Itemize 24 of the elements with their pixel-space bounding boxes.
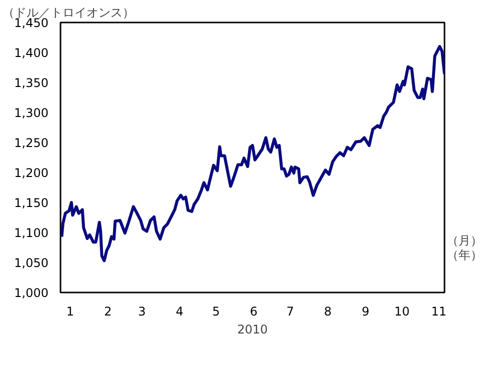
x-tick-label: 2 [104,304,112,318]
x-tick-label: 5 [212,304,220,318]
y-tick-label: 1,150 [14,196,49,210]
x-axis-title: 2010 [237,322,268,336]
y-tick-label: 1,400 [14,46,49,60]
y-tick-label: 1,100 [14,226,49,240]
text: （月） [446,234,482,248]
x-tick-label: 7 [286,304,294,318]
y-tick-label: 1,350 [14,76,49,90]
line-series [60,45,444,262]
x-tick-label: 3 [138,304,146,318]
y-tick-label: 1,250 [14,136,49,150]
x-tick-label: 11 [431,304,447,318]
y-tick-label: 1,000 [14,286,49,300]
x-tick-label: 10 [394,304,410,318]
x-tick-label: 6 [250,304,258,318]
y-tick-label: 1,300 [14,106,49,120]
x-tick-label: 8 [324,304,332,318]
x-tick-label: 1 [66,304,74,318]
text: （年） [446,248,482,262]
x-tick-label: 9 [362,304,370,318]
y-tick-label: 1,200 [14,166,49,180]
x-tick-label: 4 [176,304,184,318]
y-tick-label: 1,050 [14,256,49,270]
